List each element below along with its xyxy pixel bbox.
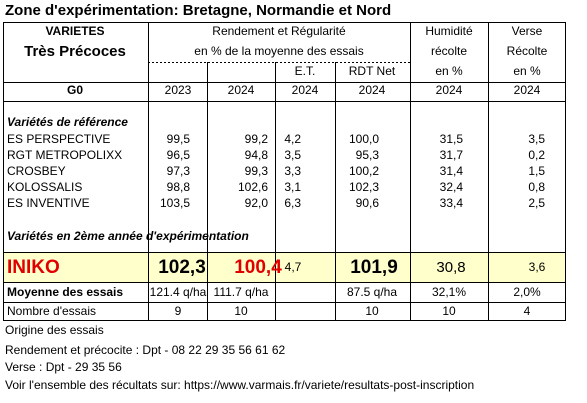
note: Verse : Dpt - 29 35 56 — [5, 360, 122, 374]
cell-value: 3,5 — [284, 148, 301, 162]
variety-name: KOLOSSALIS — [7, 180, 82, 194]
header-label: en % de la moyenne des essais — [194, 44, 363, 58]
cell-value: 33,4 — [440, 196, 464, 210]
header-label: Humidité — [425, 24, 473, 38]
cell-value: 3,5 — [528, 132, 545, 146]
cell-value: 30,8 — [436, 259, 465, 276]
header-label: en % — [513, 64, 541, 78]
cell-value: 10 — [234, 304, 248, 318]
cell-value: 0,8 — [528, 180, 545, 194]
cell-value: 3,6 — [529, 260, 546, 274]
variety-name: ES INVENTIVE — [7, 196, 90, 210]
cell-value: 0,2 — [528, 148, 545, 162]
cell-value: 92,0 — [245, 196, 269, 210]
header-label: en % — [435, 64, 463, 78]
year-label: 2024 — [359, 83, 386, 97]
variety-name: INIKO — [7, 257, 60, 278]
table-border — [3, 22, 566, 321]
cell-value: 6,3 — [284, 196, 301, 210]
row-label: Nombre d'essais — [7, 304, 96, 318]
cell-value: 102,3 — [158, 257, 206, 278]
cell-value: 90,6 — [356, 196, 380, 210]
section-label: Variétés en 2ème année d'expérimentation — [7, 229, 249, 243]
cell-value: 97,3 — [167, 164, 191, 178]
cell-value: 121.4 q/ha — [150, 285, 207, 299]
header-label: Rendement et Régularité — [212, 24, 346, 38]
highlight-row — [3, 252, 565, 282]
header-label: récolte — [431, 44, 467, 58]
variety-name: RGT METROPOLIXX — [7, 148, 122, 162]
cell-value: 100,2 — [349, 164, 379, 178]
year-label: 2024 — [436, 83, 463, 97]
year-label: 2023 — [165, 83, 192, 97]
note: Voir l'ensemble des récultats sur: https… — [5, 378, 474, 392]
cell-value: 102,3 — [349, 180, 379, 194]
cell-value: 32,1% — [432, 285, 466, 299]
year-label: 2024 — [514, 83, 541, 97]
cell-value: 4,2 — [284, 132, 301, 146]
variety-name: ES PERSPECTIVE — [7, 132, 110, 146]
header-label: Verse — [512, 24, 543, 38]
title: Zone d'expérimentation: Bretagne, Norman… — [5, 2, 391, 19]
header-label: E.T. — [295, 64, 316, 78]
cell-value: 2,5 — [528, 196, 545, 210]
cell-value: 111.7 q/ha — [214, 285, 269, 299]
cell-value: 96,5 — [167, 148, 191, 162]
cell-value: 94,8 — [245, 148, 269, 162]
cell-value: 31,7 — [440, 148, 464, 162]
cell-value: 10 — [365, 304, 379, 318]
cell-value: 100,4 — [234, 257, 282, 278]
year-label: 2024 — [292, 83, 319, 97]
cell-value: 103,5 — [160, 196, 190, 210]
cell-value: 99,5 — [167, 132, 191, 146]
header-label: G0 — [67, 83, 83, 97]
cell-value: 100,0 — [349, 132, 379, 146]
cell-value: 32,4 — [440, 180, 464, 194]
row-label: Moyenne des essais — [7, 285, 123, 299]
cell-value: 102,6 — [238, 180, 268, 194]
header-label: VARIETES — [45, 24, 104, 38]
cell-value: 9 — [175, 304, 182, 318]
cell-value: 87.5 q/ha — [347, 285, 397, 299]
header-group: Très Précoces — [24, 43, 126, 60]
cell-value: 98,8 — [167, 180, 191, 194]
cell-value: 2,0% — [513, 285, 541, 299]
year-label: 2024 — [228, 83, 255, 97]
cell-value: 10 — [442, 304, 456, 318]
header-label: Récolte — [507, 44, 548, 58]
cell-value: 4 — [524, 304, 531, 318]
cell-value: 31,5 — [440, 132, 464, 146]
cell-value: 4,7 — [285, 260, 302, 274]
section-label: Variétés de référence — [7, 115, 128, 129]
cell-value: 31,4 — [440, 164, 464, 178]
variety-name: CROSBEY — [7, 164, 66, 178]
header-label: RDT Net — [349, 64, 396, 78]
cell-value: 99,2 — [245, 132, 269, 146]
cell-value: 3,3 — [284, 164, 301, 178]
cell-value: 3,1 — [284, 180, 301, 194]
cell-value: 1,5 — [528, 164, 545, 178]
cell-value: 99,3 — [245, 164, 269, 178]
cell-value: 95,3 — [356, 148, 380, 162]
cell-value: 101,9 — [350, 257, 398, 278]
note: Rendement et précocite : Dpt - 08 22 29 … — [5, 343, 286, 357]
note: Origine des essais — [5, 323, 104, 337]
